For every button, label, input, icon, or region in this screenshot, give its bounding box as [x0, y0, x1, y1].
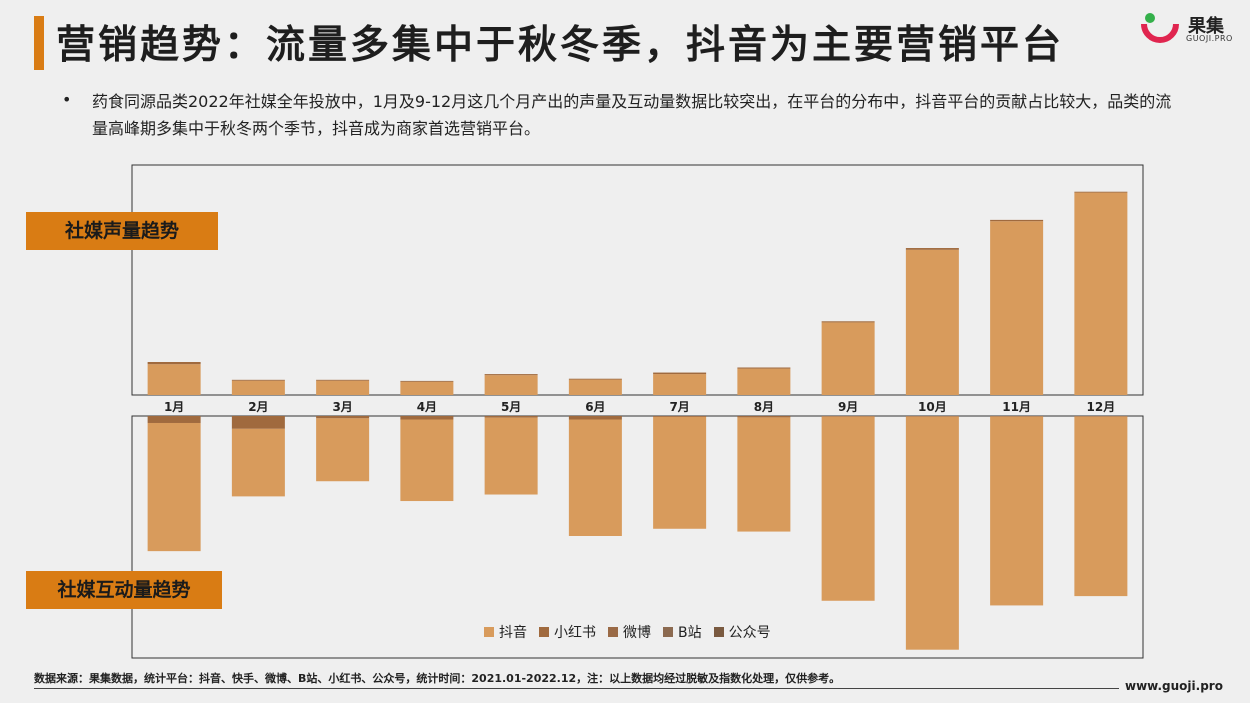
volume-bar-抖音-4月: [400, 381, 454, 395]
volume-bar-小红书-2月: [231, 379, 285, 381]
x-tick-label: 8月: [754, 400, 774, 414]
interaction-bar-抖音-8月: [737, 417, 791, 532]
x-tick-label: 9月: [838, 400, 858, 414]
interaction-bar-小红书-7月: [653, 416, 707, 417]
interaction-bar-小红书-12月: [1074, 416, 1128, 417]
footer-url[interactable]: www.guoji.pro: [1125, 679, 1223, 693]
interaction-bar-抖音-6月: [568, 419, 622, 536]
interaction-bar-抖音-2月: [231, 428, 285, 497]
logo-name: 果集: [1188, 16, 1224, 37]
legend-swatch: [713, 627, 724, 637]
interaction-bar-抖音-9月: [821, 416, 875, 601]
x-tick-label: 11月: [1002, 400, 1031, 414]
chart-legend: 抖音 小红书 微博 B站 公众号: [484, 622, 771, 642]
volume-bar-小红书-8月: [737, 367, 791, 369]
guoji-logo-icon: [1141, 13, 1179, 43]
interaction-bar-小红书-10月: [905, 416, 959, 417]
volume-bar-小红书-6月: [568, 378, 622, 380]
legend-item: 微博: [608, 622, 651, 642]
volume-bar-抖音-10月: [905, 249, 959, 395]
volume-bar-小红书-10月: [905, 248, 959, 250]
legend-item: 公众号: [713, 622, 771, 642]
x-tick-label: 7月: [669, 400, 689, 414]
volume-bar-抖音-11月: [990, 221, 1044, 395]
interaction-bar-小红书-6月: [568, 416, 622, 420]
logo-subtitle: GUOJI.PRO: [1186, 34, 1233, 43]
interaction-bar-小红书-5月: [484, 416, 538, 418]
volume-bar-抖音-8月: [737, 368, 791, 395]
legend-label: 抖音: [499, 625, 527, 641]
volume-bar-抖音-2月: [231, 380, 285, 395]
legend-label: B站: [678, 625, 702, 641]
volume-bar-小红书-11月: [990, 219, 1044, 222]
interaction-bar-抖音-5月: [484, 417, 538, 495]
x-tick-label: 10月: [918, 400, 947, 414]
volume-bar-小红书-7月: [653, 372, 707, 375]
legend-label: 公众号: [728, 625, 771, 641]
volume-bar-小红书-1月: [147, 362, 201, 365]
summary-text: 药食同源品类2022年社媒全年投放中，1月及9-12月这几个月产出的声量及互动量…: [92, 92, 1172, 138]
x-tick-label: 6月: [585, 400, 605, 414]
title-accent-bar: [34, 16, 44, 70]
volume-bar-小红书-9月: [821, 321, 875, 323]
volume-bar-抖音-5月: [484, 375, 538, 395]
legend-swatch: [663, 627, 673, 637]
interaction-bar-小红书-4月: [400, 416, 454, 420]
interaction-bar-抖音-12月: [1074, 416, 1128, 597]
interaction-bar-小红书-3月: [316, 416, 370, 419]
x-tick-label: 2月: [248, 400, 268, 414]
legend-swatch: [484, 627, 494, 637]
legend-item: 抖音: [484, 622, 527, 642]
interaction-bar-抖音-3月: [316, 418, 370, 482]
interaction-bar-抖音-1月: [147, 422, 201, 552]
top-chart-label: 社媒声量趋势: [26, 212, 218, 250]
interaction-bar-抖音-4月: [400, 419, 454, 502]
legend-item: 小红书: [539, 622, 596, 642]
volume-bar-小红书-5月: [484, 374, 538, 376]
volume-bar-抖音-9月: [821, 322, 875, 395]
volume-bar-抖音-6月: [568, 379, 622, 395]
bottom-chart-label: 社媒互动量趋势: [26, 571, 222, 609]
interaction-bar-抖音-10月: [905, 416, 959, 650]
x-tick-label: 3月: [332, 400, 352, 414]
x-tick-label: 4月: [417, 400, 437, 414]
volume-bar-抖音-1月: [147, 364, 201, 395]
interaction-bar-抖音-7月: [653, 416, 707, 529]
interaction-bar-抖音-11月: [990, 416, 1044, 606]
interaction-bar-小红书-9月: [821, 416, 875, 417]
volume-bar-抖音-12月: [1074, 192, 1128, 395]
footer-note: 数据来源：果集数据，统计平台：抖音、快手、微博、B站、小红书、公众号，统计时间：…: [34, 672, 841, 685]
legend-item: B站: [663, 622, 702, 642]
top-plot-frame: [131, 164, 1144, 396]
bullet-dot: •: [62, 90, 72, 109]
volume-bar-小红书-12月: [1074, 191, 1128, 193]
bottom-plot-frame: [131, 415, 1144, 659]
volume-bar-抖音-3月: [316, 380, 370, 395]
brand-logo: 果集 GUOJI.PRO: [1140, 10, 1250, 50]
volume-bar-小红书-4月: [400, 380, 454, 382]
legend-swatch: [539, 627, 549, 637]
interaction-bar-小红书-1月: [147, 416, 201, 423]
volume-bar-小红书-3月: [316, 379, 370, 381]
interaction-bar-小红书-11月: [990, 416, 1044, 417]
legend-swatch: [608, 627, 618, 637]
x-tick-label: 5月: [501, 400, 521, 414]
page-title: 营销趋势：流量多集中于秋冬季，抖音为主要营销平台: [56, 23, 1065, 68]
legend-label: 小红书: [554, 625, 596, 641]
volume-bar-抖音-7月: [653, 374, 707, 395]
legend-label: 微博: [623, 625, 651, 641]
interaction-bar-小红书-2月: [231, 416, 285, 429]
x-tick-label: 12月: [1087, 400, 1116, 414]
x-tick-label: 1月: [164, 400, 184, 414]
footer-divider: [34, 688, 1119, 689]
interaction-bar-小红书-8月: [737, 416, 791, 418]
